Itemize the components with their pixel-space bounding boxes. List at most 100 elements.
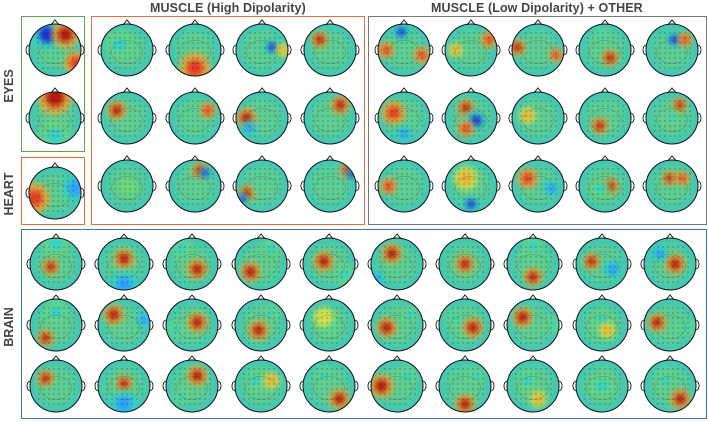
right-ear-marker — [563, 112, 568, 124]
nose-marker — [122, 19, 132, 26]
right-ear-marker — [695, 380, 700, 392]
activation-blob — [266, 376, 276, 386]
nose-marker — [460, 294, 470, 301]
head-outline — [235, 91, 289, 145]
activation-blob — [201, 169, 209, 177]
head-outline — [643, 237, 697, 291]
activation-blob — [595, 379, 608, 393]
nose-marker — [256, 355, 265, 362]
head-outline — [645, 23, 699, 77]
head-outline — [506, 237, 560, 291]
head-outline — [168, 159, 221, 213]
activation-blob — [451, 46, 460, 54]
brain-label: BRAIN — [2, 307, 16, 347]
left-ear-marker — [231, 380, 235, 392]
nose-marker — [600, 87, 610, 94]
head-outline — [97, 298, 151, 352]
right-ear-marker — [81, 380, 86, 392]
activation-blob — [108, 309, 120, 320]
right-ear-marker — [220, 180, 224, 192]
nose-marker — [460, 233, 470, 240]
heart-label: HEART — [2, 172, 16, 216]
brain-frame — [21, 229, 707, 419]
activation-blob — [396, 27, 406, 37]
activation-blob — [461, 123, 471, 133]
nose-marker — [119, 294, 129, 301]
head-outline — [377, 159, 431, 213]
right-ear-marker — [287, 112, 292, 124]
topomap-brain-2 — [94, 233, 154, 291]
topomap-muscle-high-2 — [165, 19, 224, 77]
activation-blob — [177, 391, 187, 401]
topomap-muscle-high-8 — [300, 87, 359, 145]
topomap-muscle-high-10 — [165, 155, 224, 213]
nose-marker — [122, 87, 132, 94]
topomap-muscle-high-1 — [97, 19, 157, 77]
topomap-muscle-high-7 — [232, 87, 292, 145]
activation-blob — [267, 42, 277, 52]
activation-blob — [522, 375, 534, 387]
left-ear-marker — [94, 258, 99, 270]
left-ear-marker — [165, 112, 169, 124]
left-ear-marker — [435, 319, 440, 331]
activation-blob — [244, 266, 256, 278]
right-ear-marker — [627, 319, 632, 331]
activation-blob — [459, 398, 471, 410]
head-outline — [444, 159, 498, 213]
activation-blob — [598, 33, 607, 41]
left-ear-marker — [575, 44, 580, 56]
head-outline — [302, 359, 356, 413]
topomap-muscle-high-11 — [232, 155, 292, 213]
nose-marker — [529, 355, 538, 362]
nose-marker — [188, 233, 197, 240]
left-ear-marker — [232, 112, 237, 124]
head-outline — [575, 237, 629, 291]
right-ear-marker — [429, 44, 434, 56]
activation-blob — [176, 243, 188, 254]
activation-blob — [333, 393, 345, 405]
head-outline — [444, 23, 498, 77]
head-outline — [370, 359, 424, 413]
right-ear-marker — [150, 319, 154, 331]
topomap-brain-7 — [435, 233, 495, 291]
left-ear-marker — [97, 180, 102, 192]
right-ear-marker — [218, 380, 222, 392]
head-outline — [578, 159, 632, 213]
topomap-brain-15 — [299, 294, 359, 352]
right-ear-marker — [630, 44, 635, 56]
right-ear-marker — [496, 180, 501, 192]
activation-blob — [669, 258, 681, 270]
head-outline — [645, 91, 699, 145]
nose-marker — [529, 294, 538, 301]
activation-blob — [46, 262, 56, 272]
topomap-brain-29 — [572, 355, 632, 413]
head-outline — [643, 359, 697, 413]
left-ear-marker — [25, 187, 30, 199]
activation-blob — [249, 375, 261, 387]
activation-blob — [470, 115, 482, 126]
activation-blob — [654, 249, 664, 259]
activation-blob — [318, 311, 329, 323]
topomap-brain-6 — [367, 233, 427, 291]
nose-marker — [466, 155, 476, 162]
left-ear-marker — [367, 319, 372, 331]
activation-blob — [381, 45, 391, 55]
nose-marker — [665, 294, 675, 301]
activation-blob — [38, 26, 56, 43]
right-ear-marker — [286, 258, 291, 270]
head-outline — [575, 298, 629, 352]
nose-marker — [399, 87, 409, 94]
nose-marker — [392, 294, 402, 301]
left-ear-marker — [572, 380, 576, 392]
right-ear-marker — [355, 44, 359, 56]
head-outline — [165, 237, 219, 291]
activation-blob — [402, 370, 413, 381]
activation-blob — [522, 172, 533, 184]
left-ear-marker — [97, 112, 102, 124]
activation-blob — [512, 42, 522, 52]
topomap-brain-20 — [640, 294, 700, 352]
head-outline — [506, 359, 560, 413]
left-ear-marker — [94, 319, 99, 331]
left-ear-marker — [374, 112, 379, 124]
nose-marker — [325, 19, 334, 26]
